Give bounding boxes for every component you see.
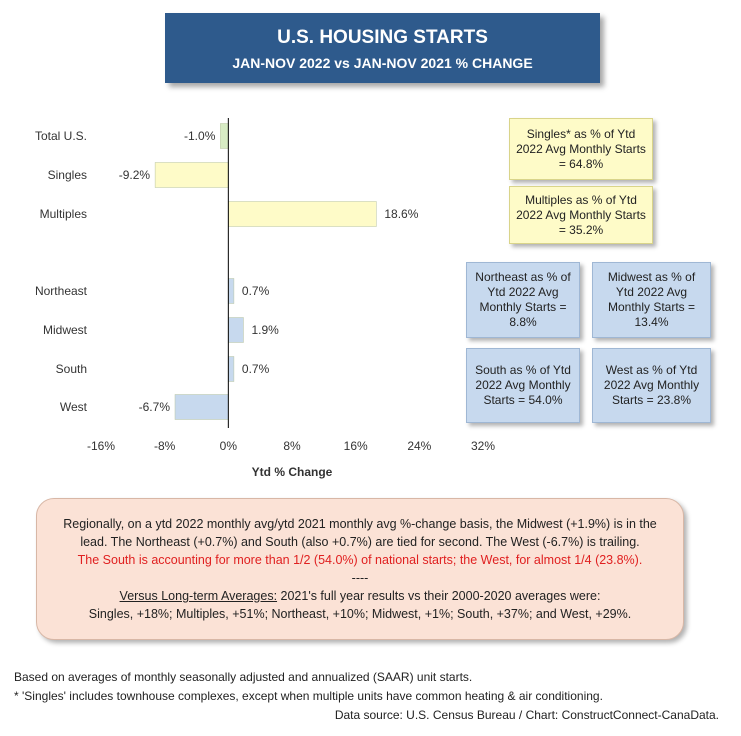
singles-share-callout: Singles* as % of Ytd 2022 Avg Monthly St… — [509, 118, 653, 180]
multiples-share-callout: Multiples as % of Ytd 2022 Avg Monthly S… — [509, 186, 653, 244]
x-tick-label: 32% — [471, 439, 495, 453]
value-label: -9.2% — [119, 168, 151, 182]
footnote-singles: * 'Singles' includes townhouse complexes… — [14, 689, 603, 703]
bar-south — [228, 356, 235, 382]
category-label: Singles — [48, 168, 87, 182]
value-label: 1.9% — [251, 323, 279, 337]
northeast-share-callout: Northeast as % of Ytd 2022 Avg Monthly S… — [466, 262, 580, 338]
x-tick-label: -8% — [154, 439, 176, 453]
summary-separator: ---- — [351, 571, 369, 585]
category-label: South — [56, 362, 87, 376]
west-share-callout: West as % of Ytd 2022 Avg Monthly Starts… — [592, 348, 711, 423]
x-tick-label: 8% — [283, 439, 301, 453]
chart-title: U.S. HOUSING STARTS — [277, 27, 488, 48]
summary-text: Regionally, on a ytd 2022 monthly avg/yt… — [63, 517, 657, 549]
value-label: -1.0% — [184, 129, 216, 143]
bar-multiples — [228, 201, 377, 227]
summary-box: Regionally, on a ytd 2022 monthly avg/yt… — [36, 498, 684, 640]
longterm-values: Singles, +18%; Multiples, +51%; Northeas… — [88, 607, 632, 621]
x-tick-label: 16% — [344, 439, 368, 453]
bar-west — [174, 394, 229, 420]
category-label: Multiples — [40, 207, 87, 221]
category-label: Total U.S. — [35, 129, 87, 143]
value-label: -6.7% — [139, 400, 171, 414]
value-label: 0.7% — [242, 284, 270, 298]
south-share-callout: South as % of Ytd 2022 Avg Monthly Start… — [466, 348, 580, 423]
longterm-line: Versus Long-term Averages: 2021's full y… — [55, 587, 665, 605]
bar-chart: Total U.S. -1.0% Singles -9.2% Multiples 18.6… — [35, 118, 495, 479]
x-tick-label: -16% — [87, 439, 115, 453]
category-label: Northeast — [35, 284, 88, 298]
footnote-saar: Based on averages of monthly seasonally … — [14, 670, 473, 684]
bar-total-u-s — [220, 123, 229, 149]
value-label: 0.7% — [242, 362, 270, 376]
data-source: Data source: U.S. Census Bureau / Chart:… — [334, 708, 719, 722]
longterm-text: 2021's full year results vs their 2000-2… — [277, 589, 601, 603]
x-tick-label: 24% — [407, 439, 431, 453]
category-label: West — [60, 400, 88, 414]
bar-singles — [154, 162, 229, 188]
summary-highlight: The South is accounting for more than 1/… — [77, 553, 643, 567]
chart-title-box: U.S. HOUSING STARTS JAN-NOV 2022 vs JAN-… — [165, 13, 600, 83]
x-axis-title: Ytd % Change — [252, 465, 333, 479]
category-label: Midwest — [43, 323, 88, 337]
chart-subtitle: JAN-NOV 2022 vs JAN-NOV 2021 % CHANGE — [232, 55, 533, 71]
longterm-label: Versus Long-term Averages: — [119, 589, 278, 603]
midwest-share-callout: Midwest as % of Ytd 2022 Avg Monthly Sta… — [592, 262, 711, 338]
bar-northeast — [228, 278, 235, 304]
x-tick-label: 0% — [220, 439, 238, 453]
bar-midwest — [228, 317, 244, 343]
value-label: 18.6% — [384, 207, 418, 221]
